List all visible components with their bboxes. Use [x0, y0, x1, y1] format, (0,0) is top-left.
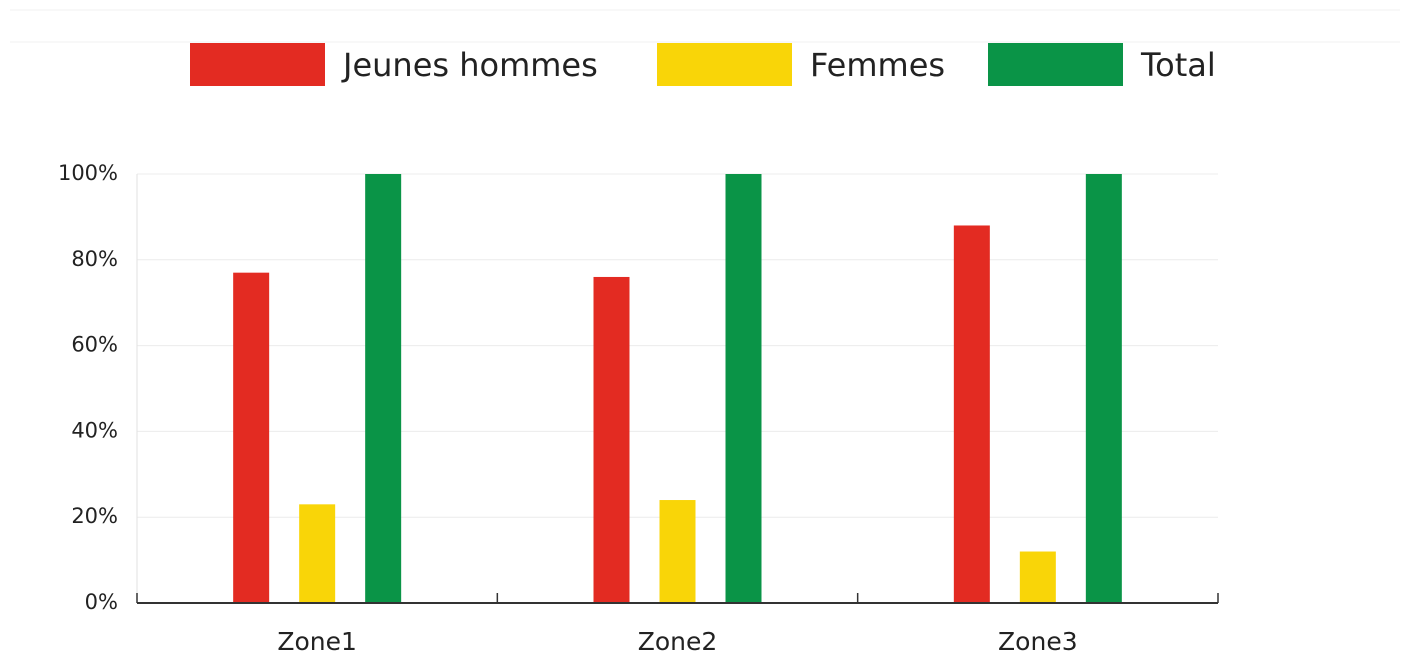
- y-tick-label: 100%: [58, 161, 118, 185]
- bar: [365, 174, 402, 603]
- bar: [725, 174, 762, 603]
- legend-swatch: [988, 43, 1123, 86]
- bar: [659, 500, 696, 603]
- bar: [953, 225, 990, 604]
- legend-swatch: [190, 43, 325, 86]
- y-tick-label: 40%: [71, 418, 118, 442]
- y-tick-label: 80%: [71, 247, 118, 271]
- bar: [1085, 174, 1122, 603]
- bar: [233, 272, 270, 603]
- legend-swatch: [657, 43, 792, 86]
- x-tick-label: Zone2: [638, 627, 718, 656]
- y-tick-label: 20%: [71, 504, 118, 528]
- bar: [299, 504, 336, 603]
- legend-label: Femmes: [810, 46, 945, 84]
- bar: [1019, 551, 1056, 603]
- legend-label: Jeunes hommes: [341, 46, 598, 84]
- bar: [593, 276, 630, 603]
- y-tick-label: 60%: [71, 333, 118, 357]
- legend-label: Total: [1140, 46, 1216, 84]
- x-tick-label: Zone1: [277, 627, 357, 656]
- y-tick-label: 0%: [85, 590, 118, 614]
- x-tick-label: Zone3: [998, 627, 1078, 656]
